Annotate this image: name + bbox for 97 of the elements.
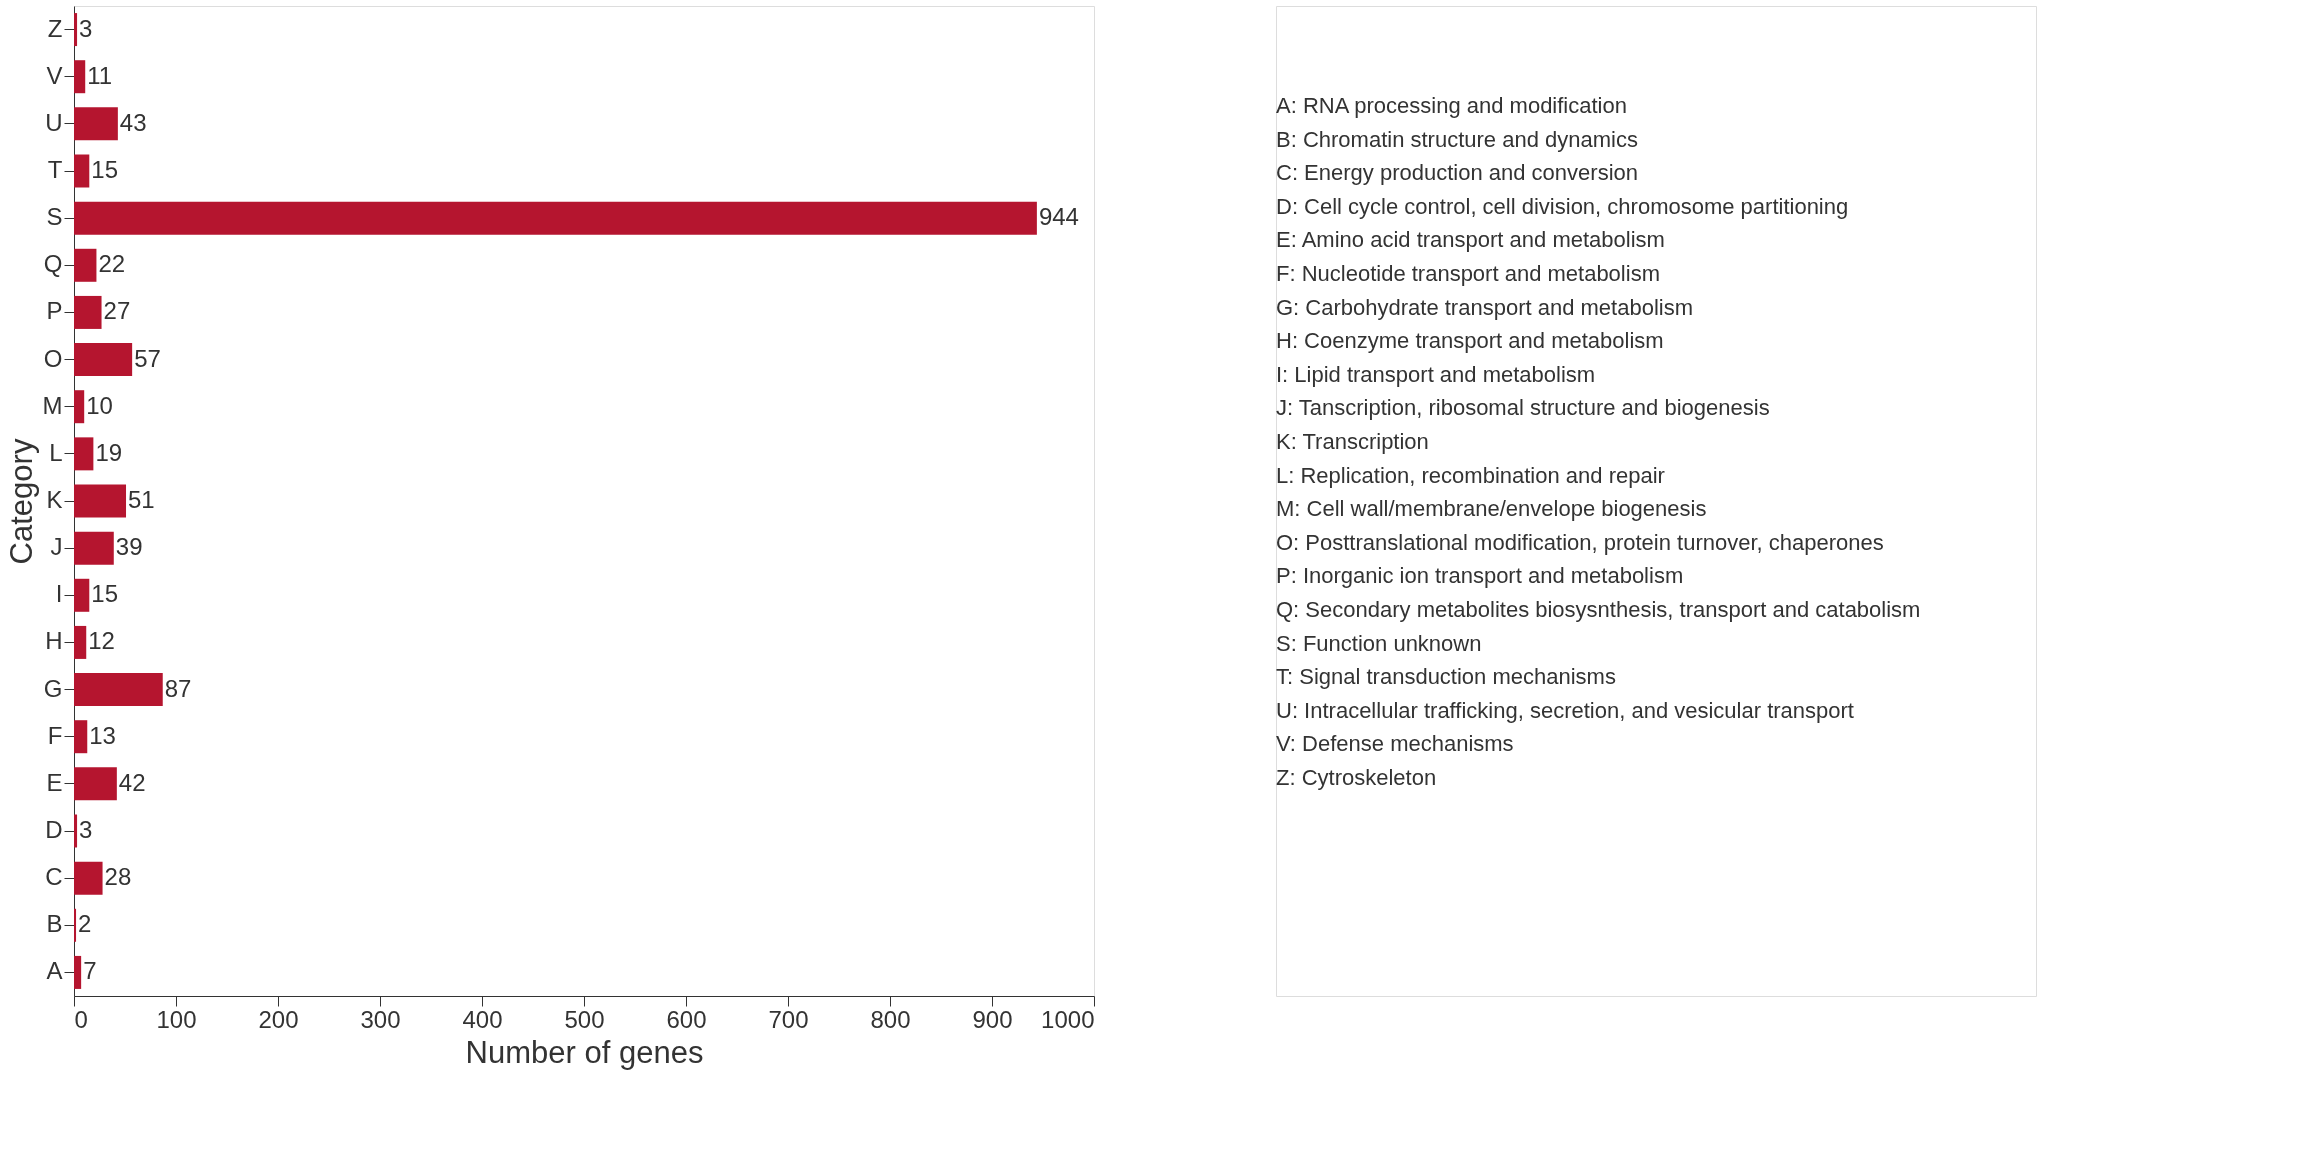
y-tick-label: J — [50, 533, 63, 561]
bar — [74, 767, 117, 801]
data-label: 43 — [119, 108, 147, 136]
text: U: Intracellular trafficking, secretion, and vesicular transport — [1276, 697, 1854, 723]
x-tick-label: 0 — [74, 1005, 88, 1033]
text: D: Cell cycle control, cell division, chromosome partitioning — [1276, 193, 1849, 219]
y-tick-label: D — [45, 816, 63, 843]
y-tick-label: C — [45, 863, 63, 891]
text: T: Signal transduction mechanisms — [1276, 664, 1616, 690]
x-tick-label: 700 — [768, 1005, 809, 1033]
data-label: 15 — [91, 580, 118, 608]
data-label: 57 — [134, 344, 161, 372]
x-tick-label: 800 — [870, 1005, 911, 1033]
y-tick-label: A — [46, 957, 63, 985]
y-tick-label: G — [43, 674, 63, 702]
y-tick-label: E — [46, 768, 63, 796]
data-label: 22 — [98, 250, 126, 278]
x-tick-label: 200 — [258, 1005, 299, 1033]
text: K: Transcription — [1276, 429, 1429, 454]
y-tick-label: Z — [47, 14, 63, 42]
bar — [74, 343, 133, 377]
text: E: Amino acid transport and metabolism — [1276, 227, 1665, 253]
bar — [74, 295, 102, 329]
data-label: 87 — [164, 674, 192, 702]
text: F: Nucleotide transport and metabolism — [1276, 261, 1660, 286]
bar — [74, 484, 127, 518]
y-tick-label: L — [49, 438, 63, 466]
y-tick-label: S — [46, 203, 63, 231]
y-tick-label: P — [46, 297, 63, 325]
text: Z: Cytroskeleton — [1276, 765, 1437, 790]
text: O: Posttranslational modification, protein turnover, chaperones — [1276, 529, 1884, 555]
x-tick-label: 600 — [666, 1005, 707, 1033]
data-label: 28 — [104, 863, 132, 891]
data-label: 944 — [1038, 203, 1079, 231]
bar — [74, 437, 94, 471]
x-tick-label: 100 — [156, 1005, 197, 1033]
y-tick-label: B — [46, 910, 63, 938]
data-label: 13 — [89, 721, 116, 749]
data-label: 12 — [88, 627, 115, 655]
bar — [74, 531, 114, 565]
bar — [74, 60, 86, 94]
x-tick-label: 300 — [360, 1005, 401, 1033]
bar — [74, 814, 78, 848]
bar — [74, 908, 77, 942]
data-label: 3 — [79, 14, 93, 42]
data-label: 2 — [78, 910, 92, 938]
text: G: Carbohydrate transport and metabolism — [1276, 294, 1693, 320]
y-tick-label: Q — [43, 250, 63, 278]
y-tick-label: M — [42, 391, 63, 419]
y-tick-label: T — [47, 156, 63, 183]
bar — [74, 720, 88, 754]
y-tick-label: O — [43, 344, 63, 372]
bar — [74, 201, 1037, 235]
text: V: Defense mechanisms — [1276, 731, 1514, 757]
y-tick-label: V — [46, 61, 63, 89]
data-label: 15 — [91, 156, 118, 183]
bar — [74, 390, 85, 424]
data-label: 3 — [79, 816, 93, 843]
x-axis-title: Number of genes — [465, 1034, 704, 1070]
text: S: Function unknown — [1276, 630, 1482, 656]
x-tick-label: 500 — [564, 1005, 605, 1033]
bar — [74, 154, 90, 188]
text: B: Chromatin structure and dynamics — [1276, 126, 1638, 152]
y-tick-label: I — [55, 580, 63, 608]
bar — [74, 107, 118, 141]
bar — [74, 578, 90, 612]
y-tick-label: H — [45, 627, 63, 655]
y-tick-label: K — [46, 486, 63, 513]
data-label: 19 — [95, 438, 123, 466]
data-label: 10 — [86, 391, 113, 419]
text: M: Cell wall/membrane/envelope biogenesis — [1276, 496, 1707, 522]
y-tick-label: U — [45, 108, 63, 136]
text: H: Coenzyme transport and metabolism — [1276, 328, 1664, 354]
x-tick-label: 400 — [462, 1005, 503, 1033]
data-label: 51 — [128, 486, 155, 513]
bar — [74, 955, 82, 989]
y-axis-title: Category — [3, 438, 39, 565]
text: I: Lipid transport and metabolism — [1276, 361, 1596, 387]
text: L: Replication, recombination and repair — [1276, 462, 1665, 488]
text: J: Tanscription, ribosomal structure and biogenesis — [1276, 395, 1770, 421]
bar — [74, 13, 78, 47]
bar — [74, 673, 163, 707]
x-tick-label: 1000 — [1041, 1005, 1095, 1033]
bar — [74, 248, 97, 282]
text: Q: Secondary metabolites biosysnthesis, transport and catabolism — [1276, 597, 1921, 622]
bar — [74, 861, 103, 895]
x-tick-label: 900 — [972, 1005, 1013, 1033]
data-label: 39 — [115, 533, 143, 561]
data-label: 7 — [83, 957, 97, 985]
bar — [74, 625, 87, 659]
text: P: Inorganic ion transport and metabolism — [1276, 563, 1684, 589]
data-label: 27 — [103, 297, 131, 325]
data-label: 42 — [118, 768, 146, 796]
text: A: RNA processing and modification — [1276, 93, 1627, 118]
data-label: 11 — [87, 61, 113, 89]
text: C: Energy production and conversion — [1276, 160, 1638, 186]
y-tick-label: F — [47, 721, 63, 749]
